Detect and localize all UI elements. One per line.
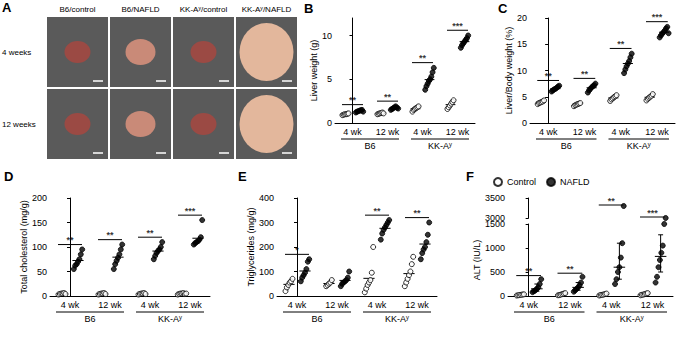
svg-text:**: **	[581, 69, 589, 79]
svg-text:Liver weight (g): Liver weight (g)	[309, 40, 319, 102]
svg-text:4 wk: 4 wk	[141, 300, 160, 310]
svg-text:B6/NAFLD: B6/NAFLD	[121, 5, 159, 14]
svg-text:B: B	[304, 1, 313, 16]
svg-text:12 wk: 12 wk	[645, 127, 669, 137]
svg-text:B6: B6	[561, 141, 572, 151]
svg-text:12 wk: 12 wk	[641, 300, 665, 310]
svg-text:4 wk: 4 wk	[519, 300, 538, 310]
svg-text:12 wk: 12 wk	[405, 300, 429, 310]
svg-text:15: 15	[517, 39, 527, 49]
svg-text:**: **	[413, 208, 421, 218]
svg-text:12 wk: 12 wk	[325, 300, 349, 310]
svg-text:4 wk: 4 wk	[602, 300, 621, 310]
svg-text:4 wk: 4 wk	[61, 300, 80, 310]
svg-text:0: 0	[42, 291, 47, 301]
svg-text:100: 100	[32, 242, 47, 252]
svg-text:KK-Aʸ/NAFLD: KK-Aʸ/NAFLD	[242, 5, 292, 14]
svg-text:12 wk: 12 wk	[446, 127, 470, 137]
svg-text:4 wk: 4 wk	[288, 300, 307, 310]
svg-text:KK-Aʸ: KK-Aʸ	[428, 141, 452, 151]
svg-text:4 wk: 4 wk	[611, 127, 630, 137]
svg-text:B6/control: B6/control	[59, 5, 95, 14]
svg-text:500: 500	[490, 267, 505, 277]
svg-text:KK-Aʸ: KK-Aʸ	[385, 314, 409, 324]
svg-text:F: F	[466, 169, 474, 184]
svg-text:Triglycerides (mg/g): Triglycerides (mg/g)	[246, 207, 256, 286]
svg-text:A: A	[2, 0, 12, 15]
svg-text:0: 0	[500, 291, 505, 301]
svg-text:KK-Aʸ: KK-Aʸ	[627, 141, 651, 151]
svg-text:150: 150	[32, 218, 47, 228]
svg-text:50: 50	[37, 267, 47, 277]
svg-text:0: 0	[522, 118, 527, 128]
svg-text:B6: B6	[84, 314, 95, 324]
svg-text:**: **	[373, 206, 381, 216]
svg-text:**: **	[608, 196, 616, 206]
svg-text:B6: B6	[544, 314, 555, 324]
svg-text:400: 400	[259, 193, 274, 203]
svg-text:**: **	[106, 230, 114, 240]
svg-text:NAFLD: NAFLD	[560, 177, 590, 187]
svg-text:12 wk: 12 wk	[558, 300, 582, 310]
svg-text:3000: 3000	[485, 213, 505, 223]
svg-text:4 weeks: 4 weeks	[2, 48, 31, 57]
svg-text:5: 5	[522, 92, 527, 102]
svg-text:**: **	[525, 266, 533, 276]
svg-text:4 wk: 4 wk	[413, 127, 432, 137]
svg-text:Control: Control	[507, 177, 536, 187]
svg-text:200: 200	[32, 193, 47, 203]
svg-text:KK-Aʸ: KK-Aʸ	[620, 314, 644, 324]
svg-text:12 wk: 12 wk	[98, 300, 122, 310]
svg-text:*: *	[295, 245, 299, 255]
svg-text:**: **	[545, 71, 553, 81]
svg-text:KK-Aʸ/control: KK-Aʸ/control	[180, 5, 228, 14]
svg-text:KK-Aʸ: KK-Aʸ	[158, 314, 182, 324]
svg-text:10: 10	[322, 31, 332, 41]
svg-text:1500: 1500	[485, 219, 505, 229]
svg-text:4 wk: 4 wk	[368, 300, 387, 310]
svg-text:***: ***	[185, 206, 196, 216]
svg-text:**: **	[617, 39, 625, 49]
svg-text:C: C	[498, 1, 508, 16]
svg-text:**: **	[66, 235, 74, 245]
svg-text:300: 300	[259, 218, 274, 228]
svg-text:1000: 1000	[485, 243, 505, 253]
svg-text:0: 0	[327, 118, 332, 128]
svg-text:5: 5	[327, 74, 332, 84]
svg-text:**: **	[384, 92, 392, 102]
svg-text:12 wk: 12 wk	[178, 300, 202, 310]
svg-text:0: 0	[269, 291, 274, 301]
svg-text:***: ***	[452, 21, 463, 31]
svg-text:**: **	[566, 264, 574, 274]
svg-text:**: **	[349, 95, 357, 105]
svg-text:**: **	[419, 53, 427, 63]
svg-text:200: 200	[259, 242, 274, 252]
svg-text:12 wk: 12 wk	[573, 127, 597, 137]
svg-text:B6: B6	[311, 314, 322, 324]
svg-text:D: D	[4, 169, 13, 184]
svg-text:B6: B6	[364, 141, 375, 151]
svg-text:20: 20	[517, 13, 527, 23]
svg-text:ALT (IU/L): ALT (IU/L)	[472, 240, 482, 281]
svg-text:Total cholesterol (mg/g): Total cholesterol (mg/g)	[19, 200, 29, 294]
svg-text:4 wk: 4 wk	[343, 127, 362, 137]
svg-text:4 wk: 4 wk	[539, 127, 558, 137]
svg-text:E: E	[238, 169, 247, 184]
svg-text:***: ***	[652, 12, 663, 22]
svg-text:12 wk: 12 wk	[376, 127, 400, 137]
svg-text:**: **	[146, 228, 154, 238]
svg-text:Liver/Body weight (%): Liver/Body weight (%)	[504, 27, 514, 115]
svg-text:3500: 3500	[485, 193, 505, 203]
svg-text:10: 10	[517, 66, 527, 76]
svg-text:100: 100	[259, 267, 274, 277]
svg-text:***: ***	[647, 208, 658, 218]
svg-text:12 weeks: 12 weeks	[2, 120, 36, 129]
